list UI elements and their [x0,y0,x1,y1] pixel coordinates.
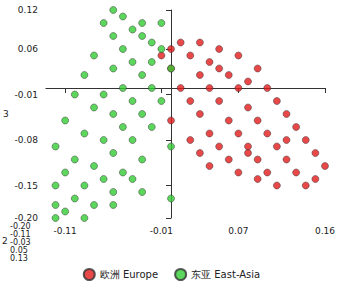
svg-text:0.07: 0.07 [228,226,248,236]
svg-text:0.06: 0.06 [18,44,38,54]
svg-text:0.13: 0.13 [10,254,28,263]
svg-text:0.16: 0.16 [315,226,335,236]
svg-text:-0.03: -0.03 [10,237,31,247]
svg-text:-0.01: -0.01 [150,226,173,236]
svg-text:-0.01: -0.01 [15,90,38,100]
svg-text:-0.15: -0.15 [15,181,38,191]
svg-text:-0.11: -0.11 [10,229,31,239]
svg-text:0.12: 0.12 [18,5,38,15]
svg-text:3: 3 [3,109,9,119]
svg-text:2: 2 [2,236,8,246]
svg-text:-0.08: -0.08 [15,135,39,145]
svg-text:东亚 East-Asia: 东亚 East-Asia [191,269,260,280]
svg-text:-0.11: -0.11 [54,226,77,236]
svg-text:0.05: 0.05 [10,245,28,255]
svg-text:-0.20: -0.20 [15,213,39,223]
svg-text:欧洲 Europe: 欧洲 Europe [100,269,158,280]
